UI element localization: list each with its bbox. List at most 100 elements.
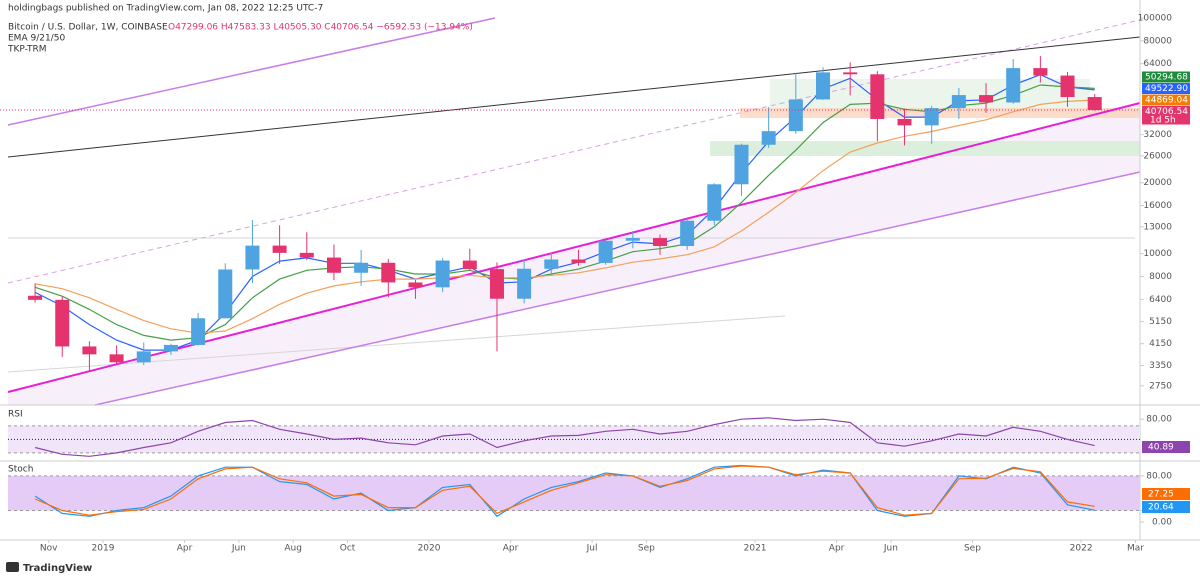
- y-tick-label: 80.00: [1146, 415, 1172, 425]
- candle-body: [408, 282, 423, 288]
- candle-body: [571, 259, 586, 263]
- candle-body: [897, 118, 912, 126]
- candle-body: [435, 260, 450, 288]
- value-tag: [1142, 501, 1190, 513]
- brand-logo: [6, 562, 19, 572]
- candle-body: [680, 220, 695, 247]
- zone-box: [710, 141, 1140, 156]
- candle-body: [272, 245, 287, 253]
- candle-body: [55, 299, 70, 347]
- y-tick-label: 5150: [1149, 317, 1172, 327]
- candle-body: [870, 74, 885, 119]
- y-tick-label: 0.00: [1152, 518, 1172, 528]
- candle-body: [218, 269, 233, 319]
- price-tag-label: 50294.68: [1145, 73, 1188, 83]
- y-tick-label: 80000: [1143, 36, 1172, 46]
- price-tag: [1142, 94, 1190, 106]
- channel-line: [7, 17, 496, 126]
- candle-body: [734, 144, 749, 185]
- candle-body: [1006, 68, 1021, 103]
- published: holdingbags published on TradingView.com…: [8, 4, 323, 14]
- value-tag: [1142, 488, 1190, 500]
- value-tag-label: 40.89: [1148, 443, 1174, 453]
- value-tag: [1142, 441, 1190, 453]
- candle-body: [788, 99, 803, 132]
- countdown: 1d 5h: [1150, 116, 1176, 126]
- candle-body: [517, 268, 532, 299]
- y-tick-label: 20000: [1143, 178, 1172, 188]
- candle-body: [1033, 68, 1048, 76]
- indicator: EMA 9/21/50: [8, 34, 65, 44]
- countdown-tag: [1142, 114, 1190, 125]
- pane-title: Stoch: [8, 465, 33, 475]
- x-tick-label: Jul: [586, 544, 598, 554]
- y-tick-label: 80.00: [1146, 471, 1172, 481]
- x-tick-label: Sep: [638, 544, 655, 554]
- y-tick-label: 100000: [1138, 14, 1173, 24]
- line-series: [34, 74, 1095, 351]
- candle-body: [381, 262, 396, 283]
- pane-title: RSI: [8, 410, 23, 420]
- candle-body: [1087, 97, 1102, 111]
- candle-body: [489, 269, 504, 299]
- y-tick-label: 16000: [1143, 201, 1172, 211]
- zone-box: [740, 108, 1140, 118]
- x-tick-label: Aug: [284, 544, 302, 554]
- ohlc: O47299.06 H47583.33 L40505.30 C40706.54 …: [168, 23, 473, 33]
- candle-body: [652, 238, 667, 247]
- candle-body: [598, 240, 613, 263]
- candle-body: [707, 184, 722, 221]
- x-tick-label: Apr: [829, 544, 845, 554]
- x-tick-label: Mar: [1127, 544, 1144, 554]
- candle-body: [82, 346, 97, 355]
- x-tick-label: Sep: [964, 544, 981, 554]
- candle-body: [299, 252, 314, 258]
- x-tick-label: 2020: [418, 544, 441, 554]
- x-tick-label: Nov: [40, 544, 58, 554]
- study: TKP-TRM: [7, 45, 47, 55]
- y-tick-label: 4150: [1149, 339, 1172, 349]
- candle-body: [544, 259, 559, 269]
- y-tick-label: 13000: [1143, 222, 1172, 232]
- line-series: [34, 465, 1095, 516]
- x-tick-label: Apr: [177, 544, 193, 554]
- candle-body: [28, 295, 43, 300]
- symbol: Bitcoin / U.S. Dollar, 1W, COINBASE: [8, 23, 168, 33]
- x-tick-label: Apr: [503, 544, 519, 554]
- band: [8, 425, 1140, 453]
- candle-body: [245, 245, 260, 270]
- channel-line: [94, 171, 1141, 406]
- candle-body: [761, 131, 776, 145]
- channel-fill: [8, 103, 1140, 405]
- y-tick-label: 26000: [1143, 151, 1172, 161]
- y-tick-label: 2750: [1149, 381, 1172, 391]
- y-tick-label: 64000: [1143, 59, 1172, 69]
- candle-body: [625, 238, 640, 241]
- value-tag-label: 20.64: [1148, 503, 1174, 513]
- candle-body: [843, 72, 858, 75]
- price-tag: [1142, 83, 1190, 94]
- candle-body: [136, 351, 151, 363]
- candle-body: [951, 95, 966, 109]
- line-series: [34, 417, 1095, 457]
- y-tick-label: 32000: [1143, 130, 1172, 140]
- value-tag-label: 27.25: [1148, 490, 1174, 500]
- candle-body: [163, 344, 178, 352]
- x-tick-label: 2019: [92, 544, 115, 554]
- dashed-line: [7, 19, 1141, 284]
- band: [8, 475, 1140, 511]
- y-tick-label: 10000: [1143, 249, 1172, 259]
- candle-body: [109, 354, 124, 363]
- candle-body: [1060, 75, 1075, 98]
- trend-line: [7, 315, 786, 373]
- trend-line: [7, 36, 1141, 158]
- candle-body: [462, 260, 477, 270]
- price-tag-label: 40706.54: [1145, 107, 1188, 117]
- line-series: [34, 99, 1095, 334]
- candle-body: [924, 108, 939, 126]
- price-tag: [1142, 106, 1190, 117]
- price-tag-label: 49522.90: [1145, 84, 1188, 94]
- x-tick-label: Jun: [231, 544, 246, 554]
- candle-body: [354, 262, 369, 273]
